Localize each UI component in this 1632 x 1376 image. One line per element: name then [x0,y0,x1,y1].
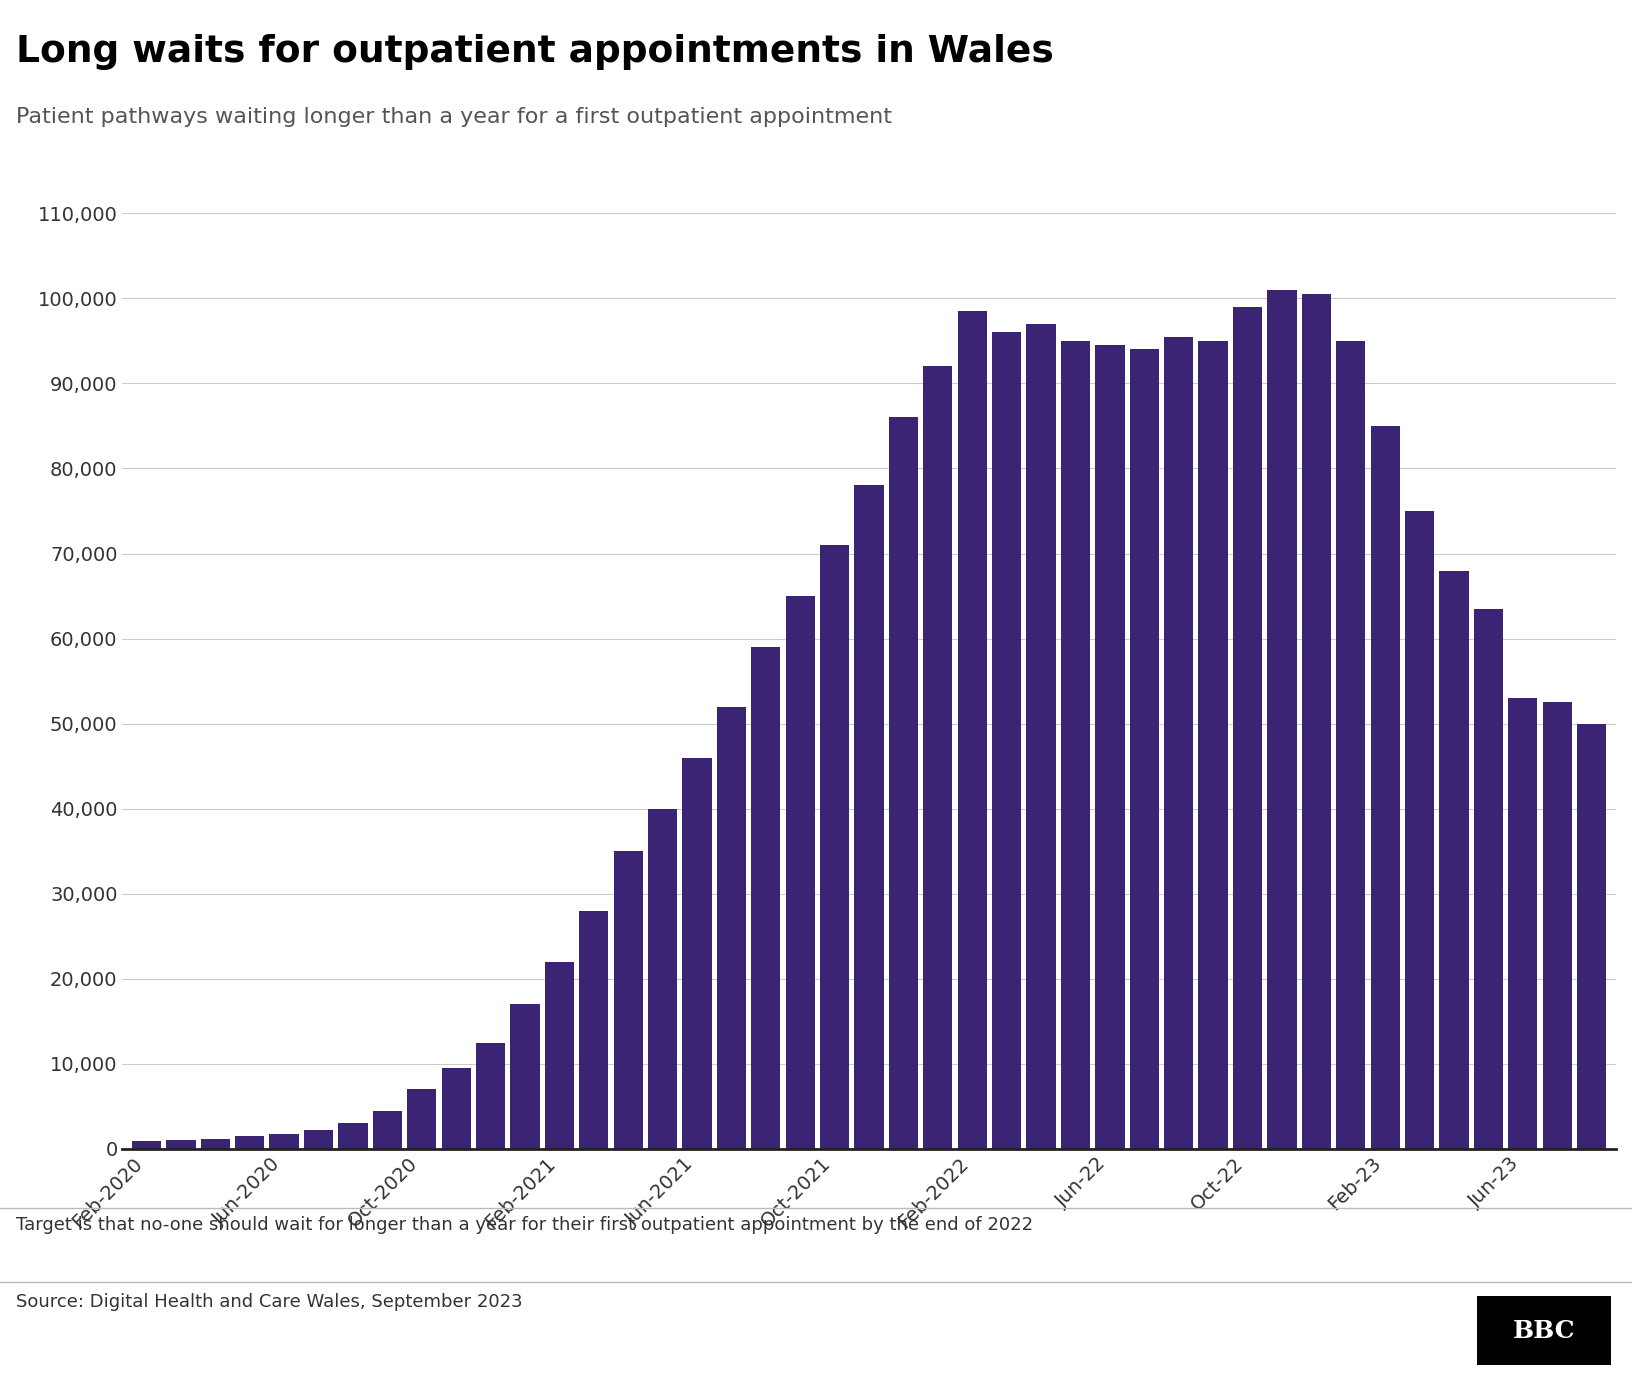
Bar [1232,307,1262,1149]
Bar [785,596,814,1149]
Bar [1508,698,1537,1149]
Bar [442,1068,470,1149]
Bar [1095,345,1124,1149]
Bar [1129,350,1159,1149]
Bar [372,1110,401,1149]
Bar [201,1139,230,1149]
Bar [992,333,1022,1149]
Bar [751,647,780,1149]
Bar [166,1139,196,1149]
Bar [889,417,919,1149]
Bar [304,1130,333,1149]
Bar [716,707,746,1149]
Bar [511,1004,540,1149]
Bar [1474,608,1503,1149]
Bar [1439,571,1469,1149]
Bar [1337,341,1366,1149]
Bar [855,486,883,1149]
Bar [648,809,677,1149]
Bar [614,852,643,1149]
Bar [132,1141,162,1149]
Bar [924,366,953,1149]
Text: Source: Digital Health and Care Wales, September 2023: Source: Digital Health and Care Wales, S… [16,1293,522,1311]
Bar [1268,290,1296,1149]
Bar [958,311,987,1149]
Bar [1198,341,1227,1149]
Bar [579,911,609,1149]
Text: Patient pathways waiting longer than a year for a first outpatient appointment: Patient pathways waiting longer than a y… [16,107,893,128]
Bar [235,1137,264,1149]
Bar [1027,323,1056,1149]
Bar [545,962,574,1149]
Bar [1577,724,1606,1149]
Bar [477,1043,506,1149]
Bar [338,1123,367,1149]
Text: Target is that no-one should wait for longer than a year for their first outpati: Target is that no-one should wait for lo… [16,1216,1033,1234]
Text: Long waits for outpatient appointments in Wales: Long waits for outpatient appointments i… [16,34,1054,70]
Bar [1542,702,1572,1149]
Bar [1061,341,1090,1149]
Bar [1371,427,1400,1149]
Text: BBC: BBC [1513,1318,1575,1343]
Bar [406,1090,436,1149]
Bar [1405,510,1435,1149]
Bar [1302,294,1332,1149]
Bar [819,545,849,1149]
Bar [1164,337,1193,1149]
Bar [269,1134,299,1149]
Bar [682,758,712,1149]
